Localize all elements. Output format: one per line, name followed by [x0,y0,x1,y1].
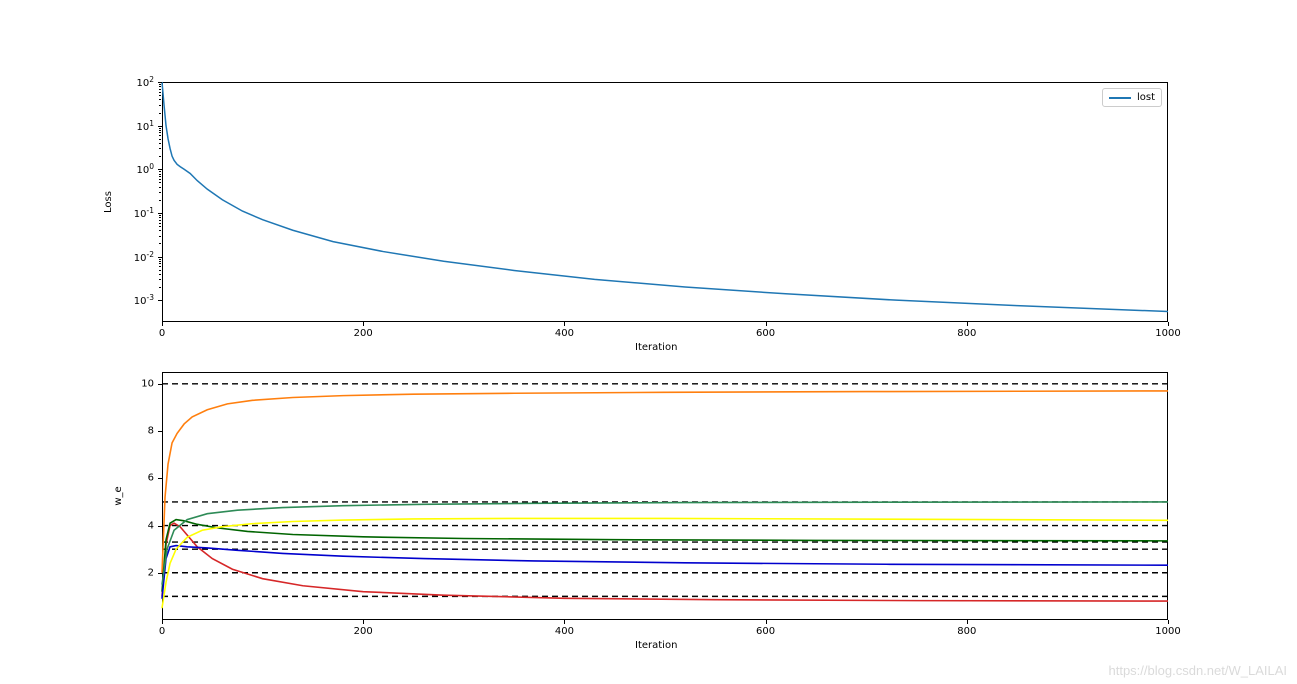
xtick-mark [363,620,364,624]
ytick-label: 10-2 [134,249,154,263]
xtick-mark [1168,322,1169,326]
ytick-mark [158,126,162,127]
we-plot-svg [162,372,1168,620]
legend-swatch [1109,97,1131,99]
figure: 02004006008001000 10-310-210-1100101102 … [0,0,1297,684]
we-ylabel: w_e [113,486,124,505]
xtick-label: 400 [555,626,574,637]
xtick-label: 600 [756,626,775,637]
xtick-label: 800 [957,626,976,637]
xtick-mark [564,322,565,326]
ytick-mark [158,573,162,574]
ytick-label: 10-1 [134,206,154,220]
ytick-mark [158,213,162,214]
xtick-mark [363,322,364,326]
xtick-mark [162,620,163,624]
loss-legend: lost [1102,88,1162,107]
xtick-mark [967,322,968,326]
xtick-mark [967,620,968,624]
xtick-mark [162,322,163,326]
ytick-mark [158,384,162,385]
ytick-label: 102 [136,75,154,89]
ytick-mark [158,526,162,527]
we-xlabel: Iteration [635,640,677,651]
ytick-mark [158,82,162,83]
ytick-label: 2 [148,567,154,578]
xtick-mark [564,620,565,624]
xtick-label: 200 [354,626,373,637]
legend-label: lost [1137,92,1155,103]
ytick-mark [158,300,162,301]
watermark: https://blog.csdn.net/W_LAILAI [1109,663,1288,678]
ytick-mark [158,169,162,170]
xtick-label: 200 [354,328,373,339]
loss-ylabel: Loss [103,191,114,213]
loss-plot-svg [162,82,1168,322]
ytick-label: 101 [136,118,154,132]
xtick-mark [766,620,767,624]
xtick-label: 0 [159,328,165,339]
ytick-label: 8 [148,426,154,437]
ytick-label: 4 [148,520,154,531]
xtick-label: 800 [957,328,976,339]
ytick-label: 10-3 [134,293,154,307]
xtick-label: 600 [756,328,775,339]
ytick-mark [158,431,162,432]
xtick-label: 400 [555,328,574,339]
ytick-label: 6 [148,473,154,484]
xtick-mark [1168,620,1169,624]
ytick-label: 10 [141,378,154,389]
ytick-mark [158,257,162,258]
xtick-label: 1000 [1155,328,1180,339]
xtick-label: 1000 [1155,626,1180,637]
loss-xlabel: Iteration [635,342,677,353]
ytick-label: 100 [136,162,154,176]
xtick-mark [766,322,767,326]
ytick-mark [158,478,162,479]
xtick-label: 0 [159,626,165,637]
